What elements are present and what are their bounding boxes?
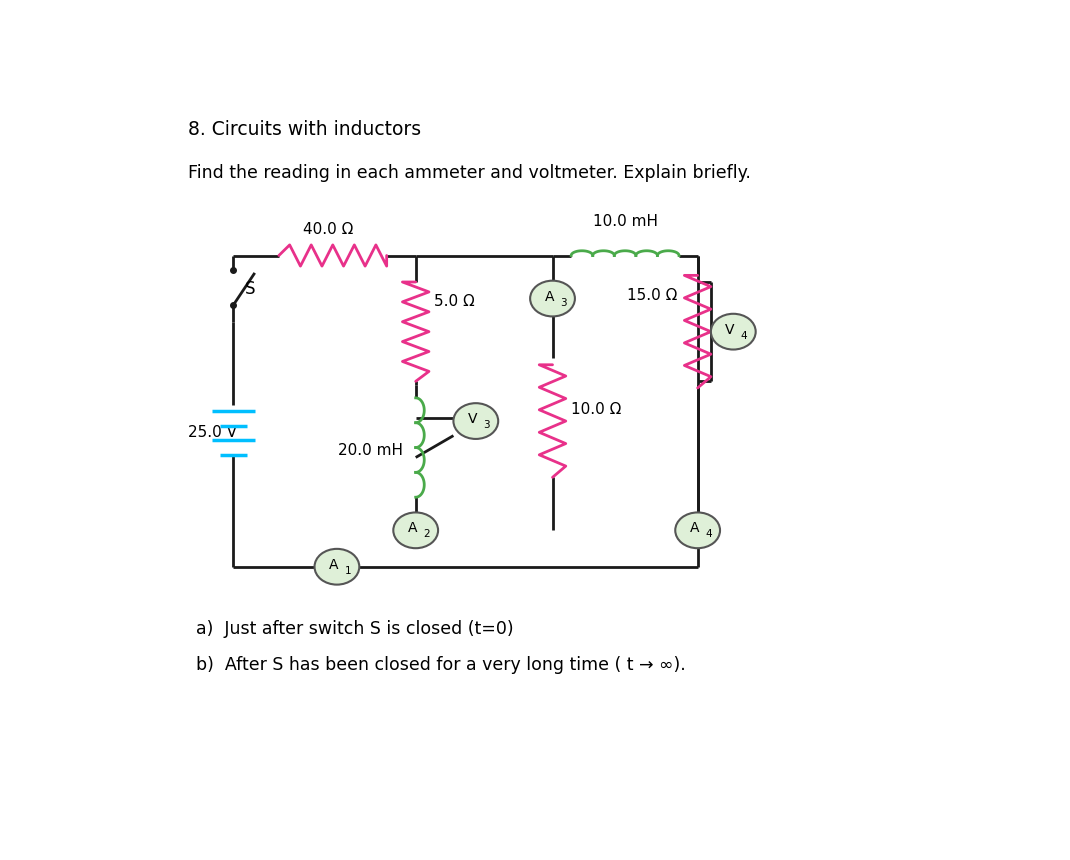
Text: 15.0 Ω: 15.0 Ω (627, 288, 677, 303)
Text: 10.0 mH: 10.0 mH (593, 214, 658, 229)
Text: 3: 3 (560, 298, 567, 308)
Text: A: A (689, 521, 699, 535)
Circle shape (530, 280, 575, 316)
Text: 40.0 Ω: 40.0 Ω (304, 222, 354, 237)
Text: 4: 4 (740, 330, 747, 341)
Text: S: S (245, 280, 256, 298)
Text: V: V (468, 412, 477, 426)
Text: A: A (328, 558, 338, 572)
Text: 10.0 Ω: 10.0 Ω (570, 402, 622, 416)
Text: V: V (725, 322, 735, 336)
Text: 8. Circuits with inductors: 8. Circuits with inductors (187, 120, 421, 138)
Text: b)  After S has been closed for a very long time ( t → ∞).: b) After S has been closed for a very lo… (196, 656, 686, 674)
Circle shape (315, 549, 360, 585)
Text: a)  Just after switch S is closed (t=0): a) Just after switch S is closed (t=0) (196, 620, 514, 638)
Circle shape (394, 513, 438, 548)
Circle shape (454, 403, 499, 439)
Text: 25.0 V: 25.0 V (187, 426, 236, 440)
Text: 1: 1 (345, 566, 351, 575)
Text: A: A (545, 290, 554, 304)
Circle shape (710, 314, 755, 349)
Circle shape (675, 513, 720, 548)
Text: 4: 4 (705, 529, 712, 539)
Text: 20.0 mH: 20.0 mH (338, 444, 403, 458)
Text: 2: 2 (423, 529, 430, 539)
Text: A: A (408, 521, 417, 535)
Text: Find the reading in each ammeter and voltmeter. Explain briefly.: Find the reading in each ammeter and vol… (187, 164, 750, 182)
Text: 5.0 Ω: 5.0 Ω (434, 294, 475, 310)
Text: 3: 3 (484, 420, 490, 430)
